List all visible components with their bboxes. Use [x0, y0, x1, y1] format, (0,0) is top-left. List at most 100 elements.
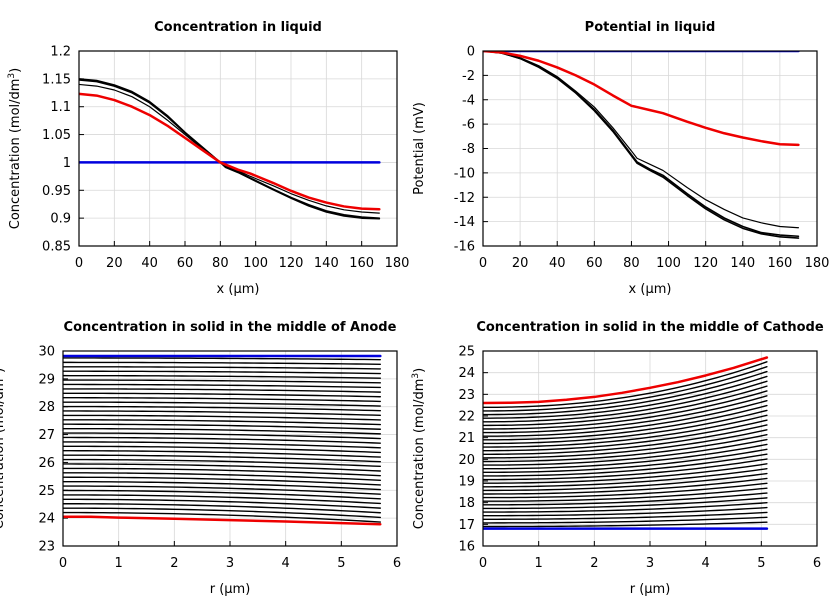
series-line-family — [63, 405, 381, 412]
x-tick-label: 1 — [535, 556, 543, 571]
series-line-family — [63, 427, 381, 435]
x-tick-label: 6 — [813, 556, 821, 571]
plot-frame — [482, 350, 818, 547]
plot-lines — [63, 354, 382, 526]
x-tick-label: 2 — [170, 556, 178, 571]
series-line-family — [483, 370, 768, 416]
y-axis-label-superscript: 3 — [411, 373, 421, 379]
x-tick-label: 3 — [226, 556, 234, 571]
y-tick-label: 24 — [458, 366, 475, 381]
y-tick-label: -16 — [454, 240, 475, 255]
series-line-t2 — [483, 51, 800, 238]
y-axis-label-text: Concentration (mol/dm — [412, 379, 427, 530]
x-tick-label: 6 — [393, 556, 401, 571]
series-line-family — [483, 453, 768, 477]
series-line-family — [63, 379, 381, 384]
x-tick-label: 140 — [314, 256, 339, 271]
series-line-family — [483, 385, 768, 427]
series-line-family — [63, 472, 381, 481]
series-line-family — [483, 361, 768, 409]
series-line-family — [483, 419, 768, 452]
y-tick-label: 0 — [467, 45, 475, 60]
x-tick-label: 160 — [349, 256, 374, 271]
x-tick-label: 80 — [623, 256, 640, 271]
y-tick-label: -8 — [462, 142, 475, 157]
series-line-family — [483, 477, 768, 495]
y-tick-label: 25 — [38, 484, 55, 499]
y-tick-label: 19 — [458, 475, 475, 490]
series-line-family — [483, 521, 768, 528]
chart-panel-0: 0 20 40 60 80 100 120 140 160 180 0.85 0.9 0.95 1 1.05… — [7, 20, 409, 297]
x-tick-label: 4 — [702, 556, 710, 571]
series-line-family — [63, 467, 381, 477]
y-tick-label: 21 — [458, 431, 475, 446]
series-line-family — [483, 365, 768, 412]
series-line-family — [483, 502, 768, 513]
x-tick-label: 40 — [141, 256, 158, 271]
series-line-family — [483, 424, 768, 455]
plot-frame — [482, 50, 818, 247]
series-line-family — [63, 511, 381, 523]
x-tick-label: 160 — [767, 256, 792, 271]
series-line-family — [63, 410, 381, 417]
x-tick-label: 180 — [805, 256, 830, 271]
y-axis-label-tail: ) — [412, 368, 427, 373]
x-tick-label: 0 — [479, 556, 487, 571]
x-tick-label: 1 — [115, 556, 123, 571]
series-line-family — [63, 401, 381, 407]
y-tick-label: -12 — [454, 191, 475, 206]
y-tick-label: 30 — [38, 345, 55, 360]
x-tick-label: 20 — [512, 256, 529, 271]
series-line-family — [483, 404, 768, 441]
y-axis-label-text: Concentration (mol/dm — [8, 79, 23, 230]
plot-lines — [483, 356, 769, 530]
series-line-family — [63, 463, 381, 472]
y-axis-label: Concentration (mol/dm3) — [7, 68, 23, 230]
series-line-family — [63, 432, 381, 440]
x-axis-label: x (µm) — [629, 282, 672, 297]
y-tick-label: 20 — [458, 453, 475, 468]
series-line-family — [63, 445, 381, 454]
y-tick-label: 23 — [38, 540, 55, 555]
x-axis-label: r (µm) — [630, 582, 671, 597]
y-tick-label: 1 — [63, 156, 71, 171]
series-line-family — [483, 438, 768, 466]
series-line-family — [483, 516, 768, 524]
series-line-t3 — [79, 78, 381, 220]
series-line-family — [483, 434, 768, 463]
y-tick-label: 0.9 — [50, 212, 71, 227]
y-tick-label: 0.95 — [42, 184, 71, 199]
series-line-family — [483, 400, 768, 437]
series-line-family — [63, 450, 381, 458]
series-line-family — [483, 409, 768, 445]
series-line-family — [63, 436, 381, 444]
y-tick-label: 27 — [38, 428, 55, 443]
series-line-family — [63, 507, 381, 519]
y-tick-label: 1.15 — [42, 72, 71, 87]
plot-lines — [79, 78, 381, 220]
series-line-family — [63, 357, 381, 361]
chart-panel-1: 0 20 40 60 80 100 120 140 160 180 -16 -14 -12 -10 -8 -6… — [412, 20, 829, 297]
x-axis-label: x (µm) — [217, 282, 260, 297]
y-tick-label: 0.85 — [42, 240, 71, 255]
y-axis-label: Potential (mV) — [412, 102, 427, 195]
y-tick-label: -4 — [462, 93, 475, 108]
x-tick-label: 3 — [646, 556, 654, 571]
series-line-family — [63, 423, 381, 430]
y-tick-label: 1.2 — [50, 45, 71, 60]
series-line-family — [63, 374, 381, 379]
chart-title: Concentration in solid in the middle of … — [64, 320, 397, 335]
plot-frame — [78, 50, 398, 247]
series-line-family — [63, 489, 381, 500]
series-line-t3 — [483, 51, 800, 239]
series-line-family — [483, 390, 768, 430]
y-axis-label: Concentration (mol/dm3) — [0, 368, 7, 530]
plot-frame — [62, 350, 398, 547]
y-tick-label: 1.05 — [42, 128, 71, 143]
y-axis-label-text: Potential (mV) — [412, 102, 427, 195]
series-line-family — [63, 388, 381, 393]
series-line-family — [63, 458, 381, 468]
series-line-family — [483, 375, 768, 419]
x-tick-label: 20 — [106, 256, 123, 271]
